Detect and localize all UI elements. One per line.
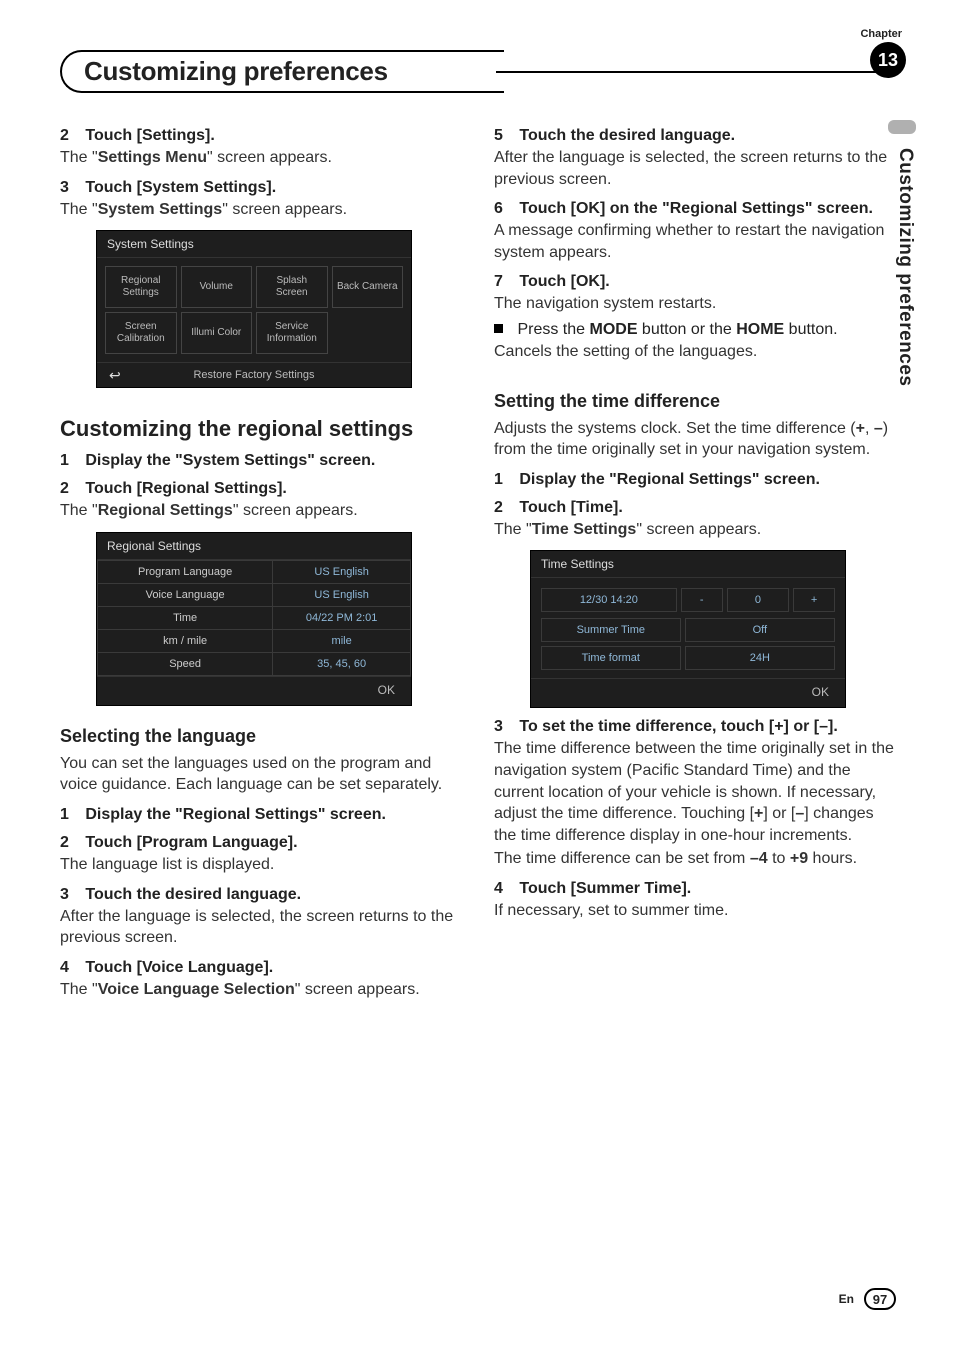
body-text: The "Settings Menu" screen appears. (60, 147, 460, 169)
step-heading: Touch the desired language. (519, 127, 735, 144)
plus-button[interactable]: + (793, 588, 835, 612)
heading-regional: Customizing the regional settings (60, 416, 460, 442)
body-text: Cancels the setting of the languages. (494, 341, 894, 363)
side-chapter-label: Customizing preferences (894, 148, 916, 387)
step-heading: Touch [Time]. (519, 499, 622, 516)
step-number: 1 (494, 471, 503, 488)
step-heading: Display the "Regional Settings" screen. (85, 806, 386, 823)
tile-empty (332, 312, 404, 354)
footer-lang: En (839, 1292, 854, 1306)
time-format-label: Time format (541, 646, 681, 670)
summer-time-label: Summer Time (541, 618, 681, 642)
step-number: 1 (60, 452, 69, 469)
tile-regional[interactable]: Regional Settings (105, 266, 177, 308)
step-number: 2 (60, 834, 69, 851)
table-row: Time04/22 PM 2:01 (98, 606, 411, 629)
screenshot-regional-settings: Regional Settings Program LanguageUS Eng… (96, 532, 412, 706)
footer-page-number: 97 (864, 1288, 896, 1310)
heading-select-language: Selecting the language (60, 726, 460, 747)
step-heading: Touch [Regional Settings]. (85, 480, 286, 497)
step-heading: Display the "System Settings" screen. (85, 452, 375, 469)
tile-illumi[interactable]: Illumi Color (181, 312, 253, 354)
minus-button[interactable]: - (681, 588, 723, 612)
time-format-value[interactable]: 24H (685, 646, 835, 670)
body-text: Adjusts the systems clock. Set the time … (494, 418, 894, 461)
step-number: 2 (60, 480, 69, 497)
chapter-label: Chapter (860, 28, 902, 40)
side-tab (888, 120, 916, 134)
step-heading: To set the time difference, touch [+] or… (519, 718, 837, 735)
restore-factory-button[interactable]: Restore Factory Settings (193, 369, 314, 381)
right-column: 5 Touch the desired language. After the … (494, 117, 894, 1312)
step-heading: Touch [System Settings]. (85, 179, 276, 196)
body-text: The time difference between the time ori… (494, 738, 894, 846)
body-text: A message confirming whether to restart … (494, 220, 894, 263)
body-text: The navigation system restarts. (494, 293, 894, 315)
body-text: The "Regional Settings" screen appears. (60, 500, 460, 522)
step-heading: Touch [Program Language]. (85, 834, 297, 851)
step-heading: Display the "Regional Settings" screen. (519, 471, 820, 488)
screenshot-time-settings: Time Settings 12/30 14:20 - 0 + Summer T… (530, 550, 846, 708)
screenshot-title: System Settings (97, 231, 411, 258)
body-text: You can set the languages used on the pr… (60, 753, 460, 796)
summer-time-value[interactable]: Off (685, 618, 835, 642)
step-heading: Touch the desired language. (85, 886, 301, 903)
bullet-icon (494, 324, 503, 333)
step-number: 1 (60, 806, 69, 823)
step-number: 4 (60, 959, 69, 976)
step-heading: Touch [OK] on the "Regional Settings" sc… (519, 200, 873, 217)
step-number: 2 (60, 127, 69, 144)
body-text: The language list is displayed. (60, 854, 460, 876)
left-column: 2 Touch [Settings]. The "Settings Menu" … (60, 117, 460, 1312)
tile-service-info[interactable]: Service Information (256, 312, 328, 354)
screenshot-title: Time Settings (531, 551, 845, 578)
ok-button[interactable]: OK (531, 678, 845, 707)
body-text: The "Voice Language Selection" screen ap… (60, 979, 460, 1001)
tile-splash[interactable]: Splash Screen (256, 266, 328, 308)
screenshot-system-settings: System Settings Regional Settings Volume… (96, 230, 412, 388)
time-value: 12/30 14:20 (541, 588, 677, 612)
body-text: The time difference can be set from –4 t… (494, 848, 894, 870)
back-icon[interactable]: ↩ (109, 367, 121, 384)
step-heading: Touch [OK]. (519, 273, 609, 290)
table-row: Program LanguageUS English (98, 560, 411, 583)
table-row: Voice LanguageUS English (98, 583, 411, 606)
tile-screen-cal[interactable]: Screen Calibration (105, 312, 177, 354)
body-text: The "System Settings" screen appears. (60, 199, 460, 221)
step-number: 2 (494, 499, 503, 516)
heading-time-diff: Setting the time difference (494, 391, 894, 412)
ok-button[interactable]: OK (97, 676, 411, 705)
body-text: After the language is selected, the scre… (494, 147, 894, 190)
step-number: 4 (494, 880, 503, 897)
bullet-item: Press the MODE button or the HOME button… (494, 321, 894, 339)
step-number: 3 (60, 179, 69, 196)
step-number: 3 (494, 718, 503, 735)
table-row: Speed35, 45, 60 (98, 652, 411, 675)
body-text: After the language is selected, the scre… (60, 906, 460, 949)
step-number: 3 (60, 886, 69, 903)
body-text: The "Time Settings" screen appears. (494, 519, 894, 541)
step-heading: Touch [Summer Time]. (519, 880, 691, 897)
tile-back-camera[interactable]: Back Camera (332, 266, 404, 308)
step-heading: Touch [Voice Language]. (85, 959, 273, 976)
step-heading: Touch [Settings]. (85, 127, 214, 144)
chapter-title-pill: Customizing preferences (60, 50, 504, 93)
step-number: 7 (494, 273, 503, 290)
table-row: km / milemile (98, 629, 411, 652)
offset-value: 0 (727, 588, 790, 612)
tile-volume[interactable]: Volume (181, 266, 253, 308)
body-text: If necessary, set to summer time. (494, 900, 894, 922)
chapter-title: Customizing preferences (84, 56, 388, 86)
step-number: 6 (494, 200, 503, 217)
step-number: 5 (494, 127, 503, 144)
screenshot-title: Regional Settings (97, 533, 411, 560)
